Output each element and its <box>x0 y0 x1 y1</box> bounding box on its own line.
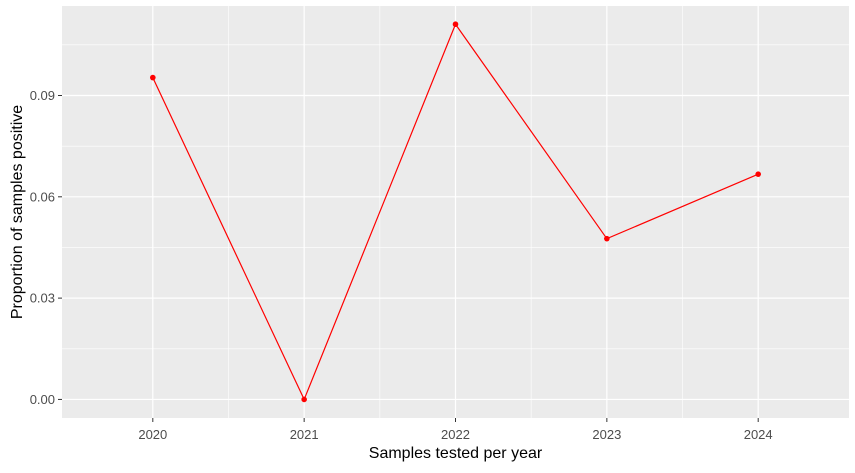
y-tick-label: 0.06 <box>30 189 55 204</box>
major-gridlines <box>62 6 849 418</box>
y-axis-title: Proportion of samples positive <box>9 105 26 319</box>
data-point <box>301 396 307 403</box>
x-tick-label: 2021 <box>290 427 319 442</box>
y-axis: 0.00 0.03 0.06 0.09 <box>30 88 62 407</box>
x-axis-title: Samples tested per year <box>369 445 543 462</box>
x-tick-label: 2024 <box>744 427 773 442</box>
x-tick-label: 2023 <box>592 427 621 442</box>
series-layer <box>150 21 761 403</box>
data-point <box>150 74 156 81</box>
y-tick-label: 0.09 <box>30 88 55 103</box>
x-axis: 2020 2021 2022 2023 2024 <box>138 418 773 442</box>
x-tick-label: 2022 <box>441 427 470 442</box>
y-tick-label: 0.00 <box>30 392 55 407</box>
y-tick-label: 0.03 <box>30 291 55 306</box>
x-tick-label: 2020 <box>138 427 167 442</box>
data-point <box>452 21 459 28</box>
data-point <box>604 235 610 242</box>
data-point <box>755 171 761 177</box>
